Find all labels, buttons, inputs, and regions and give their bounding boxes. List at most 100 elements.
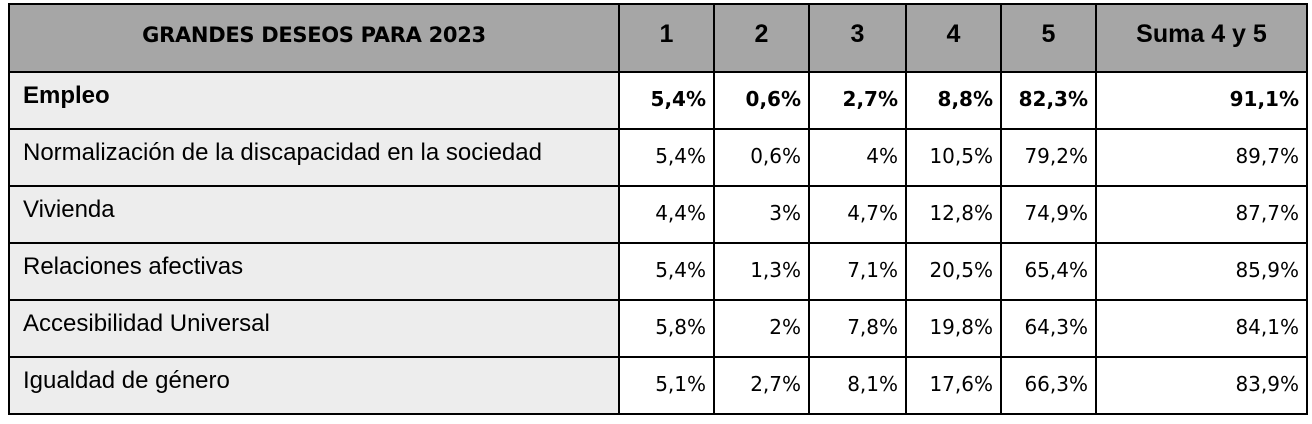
table-row-normalizacion: Normalización de la discapacidad en la s…	[8, 128, 1308, 187]
value-cell: 2,7%	[713, 356, 810, 415]
value-cell: 7,1%	[808, 242, 907, 301]
sum-cell: 91,1%	[1095, 71, 1308, 130]
value-cell: 2,7%	[808, 71, 907, 130]
value-cell: 1,3%	[713, 242, 810, 301]
column-header-sum: Suma 4 y 5	[1095, 3, 1308, 73]
table-title-header: GRANDES DESEOS PARA 2023	[8, 3, 620, 73]
sum-cell: 85,9%	[1095, 242, 1308, 301]
column-header-2: 2	[713, 3, 810, 73]
column-header-label: 1	[659, 20, 674, 48]
value-cell: 17,6%	[905, 356, 1002, 415]
row-label: Accesibilidad Universal	[23, 310, 270, 337]
value-cell: 8,8%	[905, 71, 1002, 130]
value-cell: 8,1%	[808, 356, 907, 415]
row-label: Empleo	[23, 82, 110, 109]
column-header-4: 4	[905, 3, 1002, 73]
table-row-relaciones: Relaciones afectivas 5,4% 1,3% 7,1% 20,5…	[8, 242, 1308, 301]
cell-value: 74,9%	[1024, 201, 1088, 225]
cell-value: 4,7%	[847, 201, 898, 225]
value-cell: 4%	[808, 128, 907, 187]
cell-value: 20,5%	[929, 258, 993, 282]
cell-value: 19,8%	[929, 315, 993, 339]
value-cell: 5,4%	[618, 242, 715, 301]
cell-value: 85,9%	[1235, 258, 1299, 282]
cell-value: 91,1%	[1229, 87, 1299, 111]
value-cell: 79,2%	[1000, 128, 1097, 187]
cell-value: 5,4%	[650, 87, 706, 111]
cell-value: 4,4%	[655, 201, 706, 225]
value-cell: 4,4%	[618, 185, 715, 244]
column-header-label: 5	[1041, 20, 1056, 48]
cell-value: 5,4%	[655, 144, 706, 168]
cell-value: 87,7%	[1235, 201, 1299, 225]
column-header-1: 1	[618, 3, 715, 73]
cell-value: 7,1%	[847, 258, 898, 282]
cell-value: 5,4%	[655, 258, 706, 282]
cell-value: 8,8%	[937, 87, 993, 111]
value-cell: 12,8%	[905, 185, 1002, 244]
cell-value: 5,1%	[655, 372, 706, 396]
cell-value: 66,3%	[1024, 372, 1088, 396]
cell-value: 7,8%	[847, 315, 898, 339]
wishes-table: GRANDES DESEOS PARA 2023 1 2 3 4 5 Suma …	[8, 3, 1308, 415]
value-cell: 0,6%	[713, 128, 810, 187]
column-header-label: 3	[850, 20, 865, 48]
value-cell: 19,8%	[905, 299, 1002, 358]
row-label-cell: Vivienda	[8, 185, 620, 244]
cell-value: 5,8%	[655, 315, 706, 339]
sum-cell: 83,9%	[1095, 356, 1308, 415]
column-header-5: 5	[1000, 3, 1097, 73]
cell-value: 79,2%	[1024, 144, 1088, 168]
sum-cell: 87,7%	[1095, 185, 1308, 244]
row-label-cell: Relaciones afectivas	[8, 242, 620, 301]
cell-value: 0,6%	[750, 144, 801, 168]
row-label-cell: Empleo	[8, 71, 620, 130]
table-row-accesibilidad: Accesibilidad Universal 5,8% 2% 7,8% 19,…	[8, 299, 1308, 358]
table-title: GRANDES DESEOS PARA 2023	[142, 23, 486, 47]
value-cell: 10,5%	[905, 128, 1002, 187]
row-label: Igualdad de género	[23, 367, 230, 394]
cell-value: 65,4%	[1024, 258, 1088, 282]
row-label-cell: Normalización de la discapacidad en la s…	[8, 128, 620, 187]
cell-value: 4%	[866, 144, 898, 168]
value-cell: 4,7%	[808, 185, 907, 244]
cell-value: 64,3%	[1024, 315, 1088, 339]
value-cell: 2%	[713, 299, 810, 358]
row-label: Vivienda	[23, 196, 115, 223]
value-cell: 20,5%	[905, 242, 1002, 301]
cell-value: 2,7%	[750, 372, 801, 396]
row-label: Normalización de la discapacidad en la s…	[23, 139, 542, 166]
column-header-label: Suma 4 y 5	[1136, 20, 1267, 48]
cell-value: 0,6%	[745, 87, 801, 111]
row-label-cell: Igualdad de género	[8, 356, 620, 415]
table-header-row: GRANDES DESEOS PARA 2023 1 2 3 4 5 Suma …	[8, 3, 1308, 73]
cell-value: 3%	[769, 201, 801, 225]
value-cell: 82,3%	[1000, 71, 1097, 130]
table-row-empleo: Empleo 5,4% 0,6% 2,7% 8,8% 82,3% 91,1%	[8, 71, 1308, 130]
value-cell: 5,4%	[618, 71, 715, 130]
value-cell: 5,4%	[618, 128, 715, 187]
value-cell: 5,1%	[618, 356, 715, 415]
cell-value: 89,7%	[1235, 144, 1299, 168]
column-header-3: 3	[808, 3, 907, 73]
sum-cell: 89,7%	[1095, 128, 1308, 187]
table-row-igualdad: Igualdad de género 5,1% 2,7% 8,1% 17,6% …	[8, 356, 1308, 415]
cell-value: 10,5%	[929, 144, 993, 168]
cell-value: 8,1%	[847, 372, 898, 396]
value-cell: 0,6%	[713, 71, 810, 130]
row-label: Relaciones afectivas	[23, 253, 244, 280]
cell-value: 12,8%	[929, 201, 993, 225]
table-row-vivienda: Vivienda 4,4% 3% 4,7% 12,8% 74,9% 87,7%	[8, 185, 1308, 244]
value-cell: 7,8%	[808, 299, 907, 358]
column-header-label: 2	[754, 20, 769, 48]
cell-value: 83,9%	[1235, 372, 1299, 396]
row-label-cell: Accesibilidad Universal	[8, 299, 620, 358]
cell-value: 17,6%	[929, 372, 993, 396]
value-cell: 66,3%	[1000, 356, 1097, 415]
column-header-label: 4	[946, 20, 961, 48]
cell-value: 82,3%	[1018, 87, 1088, 111]
cell-value: 84,1%	[1235, 315, 1299, 339]
cell-value: 2%	[769, 315, 801, 339]
cell-value: 2,7%	[842, 87, 898, 111]
value-cell: 65,4%	[1000, 242, 1097, 301]
